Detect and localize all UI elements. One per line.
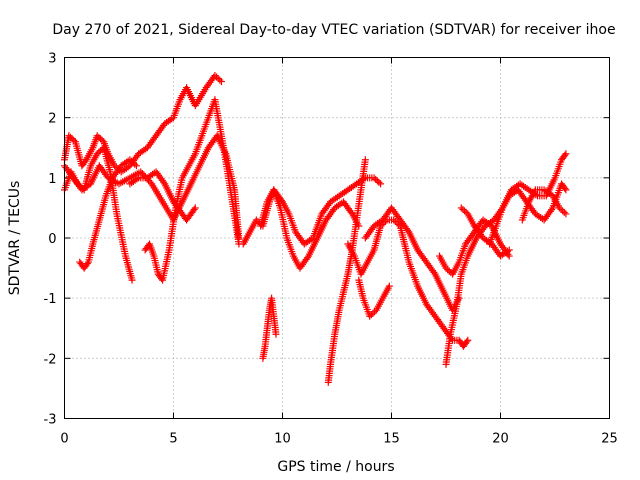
data-point-marker: [404, 226, 412, 234]
x-tick-label: 15: [383, 432, 400, 447]
data-point-marker: [462, 208, 470, 216]
data-point-marker: [98, 136, 106, 144]
data-point-marker: [375, 178, 383, 186]
chart-title: Day 270 of 2021, Sidereal Day-to-day VTE…: [52, 22, 615, 38]
data-point-marker: [361, 156, 369, 164]
data-point-marker: [95, 148, 103, 156]
x-tick-label: 20: [492, 432, 509, 447]
data-point-marker: [562, 210, 570, 218]
data-point-marker: [217, 78, 225, 86]
data-point-marker: [444, 266, 452, 274]
data-point-marker: [457, 204, 465, 212]
data-point-marker: [96, 147, 104, 155]
data-point-marker: [464, 336, 472, 344]
data-point-marker: [445, 267, 453, 275]
data-point-marker: [367, 311, 375, 319]
data-point-marker: [347, 208, 355, 216]
y-tick-label: -1: [44, 292, 57, 307]
data-point-marker: [216, 76, 224, 84]
y-tick-label: 1: [48, 172, 56, 187]
data-point-marker: [129, 159, 137, 167]
data-point-marker: [93, 132, 101, 140]
data-point-marker: [391, 217, 399, 225]
y-tick-label: -3: [44, 413, 57, 428]
data-point-marker: [562, 150, 570, 158]
y-axis-label: SDTVAR / TECUs: [7, 181, 23, 296]
data-point-marker: [557, 205, 565, 213]
data-point-marker: [559, 207, 567, 215]
data-point-marker: [146, 178, 154, 186]
data-point-marker: [66, 133, 74, 141]
grid-lines: [64, 57, 610, 419]
data-point-marker: [68, 135, 76, 143]
data-point-marker: [272, 330, 280, 338]
data-point-marker: [190, 205, 198, 213]
data-point-marker: [372, 175, 380, 183]
data-point-marker: [560, 208, 568, 216]
data-point-marker: [70, 136, 78, 144]
data-point-marker: [442, 264, 450, 272]
data-point-marker: [128, 157, 136, 165]
data-point-marker: [371, 308, 379, 316]
y-tick-label: 0: [48, 232, 56, 247]
data-point-marker: [385, 282, 393, 290]
x-tick-label: 25: [601, 432, 618, 447]
data-point-marker: [131, 160, 139, 168]
y-tick-label: 2: [48, 112, 56, 127]
data-point-marker: [191, 204, 199, 212]
data-point-marker: [303, 254, 311, 262]
data-point-marker: [548, 206, 556, 214]
data-point-marker: [459, 205, 467, 213]
data-point-marker: [561, 184, 569, 192]
data-point-marker: [377, 180, 385, 188]
x-tick-label: 0: [60, 432, 68, 447]
data-point-marker: [95, 133, 103, 141]
tick-labels: 0 5 10 15 20 25 -3 -2 -1 0 1 2 3: [44, 52, 618, 447]
data-point-marker: [81, 157, 89, 165]
y-tick-label: -2: [44, 352, 57, 367]
x-tick-label: 10: [274, 432, 291, 447]
data-marks: [61, 72, 570, 386]
data-point-marker: [83, 260, 91, 268]
data-point-marker: [132, 162, 140, 170]
data-point-marker: [213, 73, 221, 81]
data-point-marker: [461, 207, 469, 215]
data-point-marker: [93, 150, 101, 158]
data-point-marker: [138, 170, 146, 178]
x-axis-label: GPS time / hours: [277, 459, 394, 475]
data-point-marker: [214, 75, 222, 83]
data-point-marker: [562, 186, 570, 194]
data-point-marker: [390, 216, 398, 224]
data-point-marker: [369, 309, 377, 317]
data-point-marker: [137, 168, 145, 176]
data-point-marker: [370, 174, 378, 182]
data-point-marker: [430, 268, 438, 276]
data-point-marker: [561, 151, 569, 159]
data-point-marker: [128, 276, 136, 284]
plot-frame: [64, 57, 610, 419]
data-point-marker: [463, 338, 471, 346]
data-point-marker: [96, 135, 104, 143]
data-point-marker: [211, 72, 219, 80]
data-point-marker: [160, 178, 168, 186]
y-tick-label: 3: [48, 52, 56, 67]
data-point-marker: [505, 246, 513, 254]
data-point-marker: [111, 162, 119, 170]
x-tick-label: 5: [169, 432, 177, 447]
data-point-marker: [252, 216, 260, 224]
data-point-marker: [555, 204, 563, 212]
data-point-marker: [65, 132, 73, 140]
data-point-marker: [366, 312, 374, 320]
data-point-marker: [126, 156, 134, 164]
data-point-marker: [505, 252, 513, 260]
data-point-marker: [373, 177, 381, 185]
